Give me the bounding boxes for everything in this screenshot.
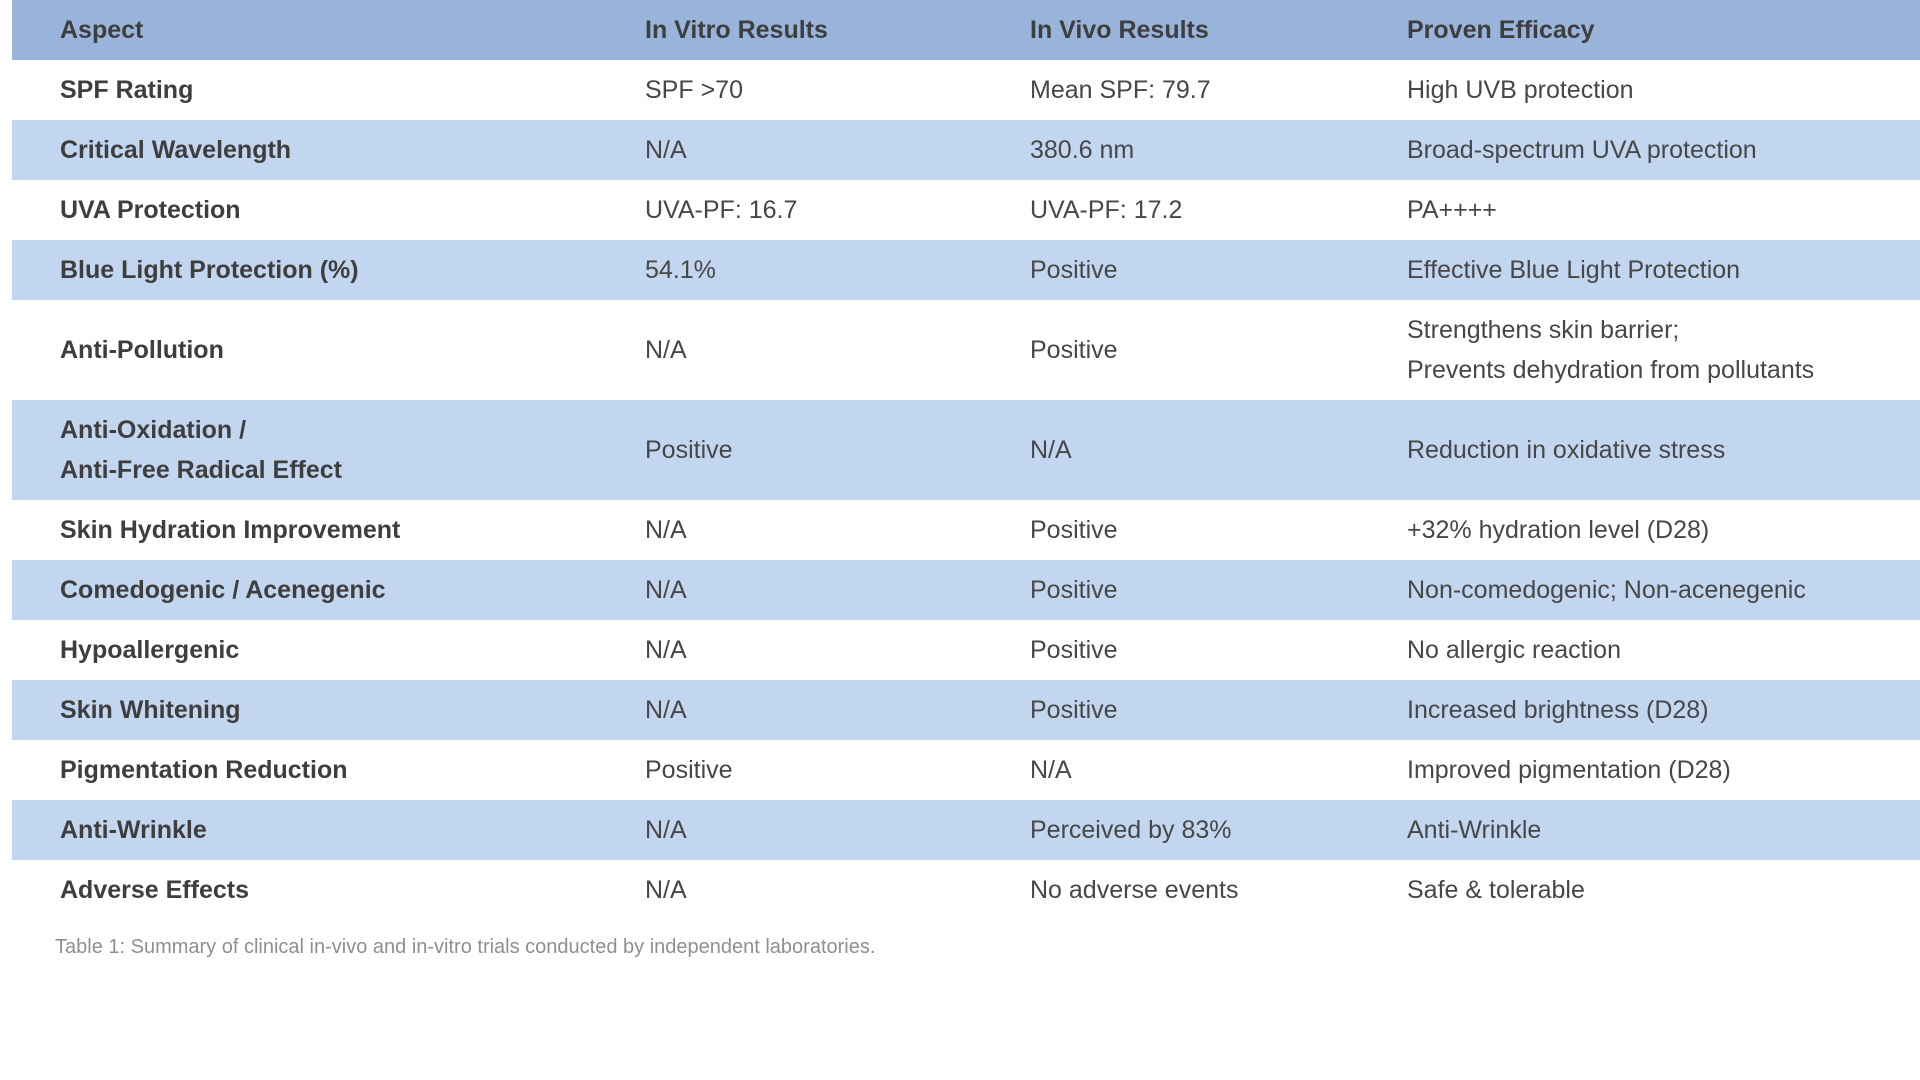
cell-aspect: UVA Protection (60, 196, 241, 224)
cell-efficacy: PA++++ (1407, 196, 1497, 224)
cell-in-vitro: SPF >70 (645, 76, 743, 104)
cell-efficacy: +32% hydration level (D28) (1407, 516, 1710, 544)
table-body: SPF Rating SPF >70 Mean SPF: 79.7 High UVB … (12, 60, 1920, 920)
table-row: Pigmentation Reduction Positive N/A Improve… (12, 740, 1920, 800)
cell-in-vitro: N/A (645, 336, 687, 364)
cell-efficacy: Reduction in oxidative stress (1407, 436, 1726, 464)
cell-in-vitro: Positive (645, 756, 733, 784)
cell-in-vivo: No adverse events (1030, 876, 1239, 904)
cell-in-vitro: N/A (645, 636, 687, 664)
cell-efficacy: Safe & tolerable (1407, 876, 1585, 904)
table-row: Hypoallergenic N/A Positive No allergic rea… (12, 620, 1920, 680)
cell-in-vivo: Positive (1030, 696, 1118, 724)
table-row: Blue Light Protection (%) 54.1% Positive Ef… (12, 240, 1920, 300)
cell-efficacy: Improved pigmentation (D28) (1407, 756, 1731, 784)
table-row: Skin Hydration Improvement N/A Positive +32… (12, 500, 1920, 560)
cell-aspect: Blue Light Protection (%) (60, 256, 359, 284)
column-header-aspect: Aspect (12, 0, 597, 60)
cell-in-vivo: Positive (1030, 636, 1118, 664)
cell-aspect: Skin Whitening (60, 696, 241, 724)
table-row: Anti-Wrinkle N/A Perceived by 83% Anti-Wrin… (12, 800, 1920, 860)
cell-aspect: Anti-Pollution (60, 336, 224, 364)
cell-aspect: SPF Rating (60, 76, 194, 104)
cell-in-vitro: N/A (645, 516, 687, 544)
table-row: Comedogenic / Acenegenic N/A Positive Non-c… (12, 560, 1920, 620)
cell-in-vitro: N/A (645, 816, 687, 844)
cell-efficacy: No allergic reaction (1407, 636, 1621, 664)
cell-aspect: Pigmentation Reduction (60, 756, 348, 784)
table-row: Skin Whitening N/A Positive Increased brigh… (12, 680, 1920, 740)
cell-in-vitro: Positive (645, 436, 733, 464)
cell-aspect: Hypoallergenic (60, 636, 240, 664)
cell-aspect: Skin Hydration Improvement (60, 516, 401, 544)
cell-aspect: Anti-Oxidation / Anti-Free Radical Effec… (60, 416, 343, 484)
cell-in-vitro: N/A (645, 136, 687, 164)
table-header-row: Aspect In Vitro Results In Vivo Results … (12, 0, 1920, 60)
cell-aspect: Critical Wavelength (60, 136, 292, 164)
cell-in-vitro: N/A (645, 696, 687, 724)
cell-in-vivo: Positive (1030, 516, 1118, 544)
cell-in-vivo: Positive (1030, 256, 1118, 284)
cell-efficacy: Effective Blue Light Protection (1407, 256, 1741, 284)
cell-aspect: Adverse Effects (60, 876, 249, 904)
cell-in-vivo: Perceived by 83% (1030, 816, 1232, 844)
table-row: Anti-Oxidation / Anti-Free Radical Effec… (12, 400, 1920, 500)
cell-in-vivo: Positive (1030, 576, 1118, 604)
cell-efficacy: Increased brightness (D28) (1407, 696, 1709, 724)
table-caption: Table 1: Summary of clinical in-vivo and… (55, 936, 876, 958)
table-row: UVA Protection UVA-PF: 16.7 UVA-PF: 17.2 PA… (12, 180, 1920, 240)
cell-in-vitro: N/A (645, 876, 687, 904)
table-row: Adverse Effects N/A No adverse events Safe … (12, 860, 1920, 920)
cell-in-vivo: N/A (1030, 756, 1072, 784)
cell-efficacy: Strengthens skin barrier; Prevents dehyd… (1407, 316, 1815, 384)
clinical-trials-table: Aspect In Vitro Results In Vivo Results … (12, 0, 1920, 920)
column-header-in-vivo-results: In Vivo Results (982, 0, 1359, 60)
cell-in-vitro: N/A (645, 576, 687, 604)
cell-aspect: Anti-Wrinkle (60, 816, 207, 844)
cell-in-vivo: UVA-PF: 17.2 (1030, 196, 1183, 224)
table-row: Critical Wavelength N/A 380.6 nm Broad-spec… (12, 120, 1920, 180)
table-row: Anti-Pollution N/A Positive Strengthens ski… (12, 300, 1920, 400)
cell-aspect: Comedogenic / Acenegenic (60, 576, 386, 604)
table-row: SPF Rating SPF >70 Mean SPF: 79.7 High UVB … (12, 60, 1920, 120)
cell-in-vitro: UVA-PF: 16.7 (645, 196, 798, 224)
cell-in-vitro: 54.1% (645, 256, 716, 284)
cell-in-vivo: Positive (1030, 336, 1118, 364)
cell-in-vivo: Mean SPF: 79.7 (1030, 76, 1211, 104)
column-header-proven-efficacy: Proven Efficacy (1359, 0, 1920, 60)
cell-efficacy: High UVB protection (1407, 76, 1634, 104)
cell-efficacy: Non-comedogenic; Non-acenegenic (1407, 576, 1806, 604)
column-header-in-vitro-results: In Vitro Results (597, 0, 982, 60)
cell-efficacy: Anti-Wrinkle (1407, 816, 1542, 844)
cell-in-vivo: N/A (1030, 436, 1072, 464)
cell-in-vivo: 380.6 nm (1030, 136, 1135, 164)
cell-efficacy: Broad-spectrum UVA protection (1407, 136, 1757, 164)
